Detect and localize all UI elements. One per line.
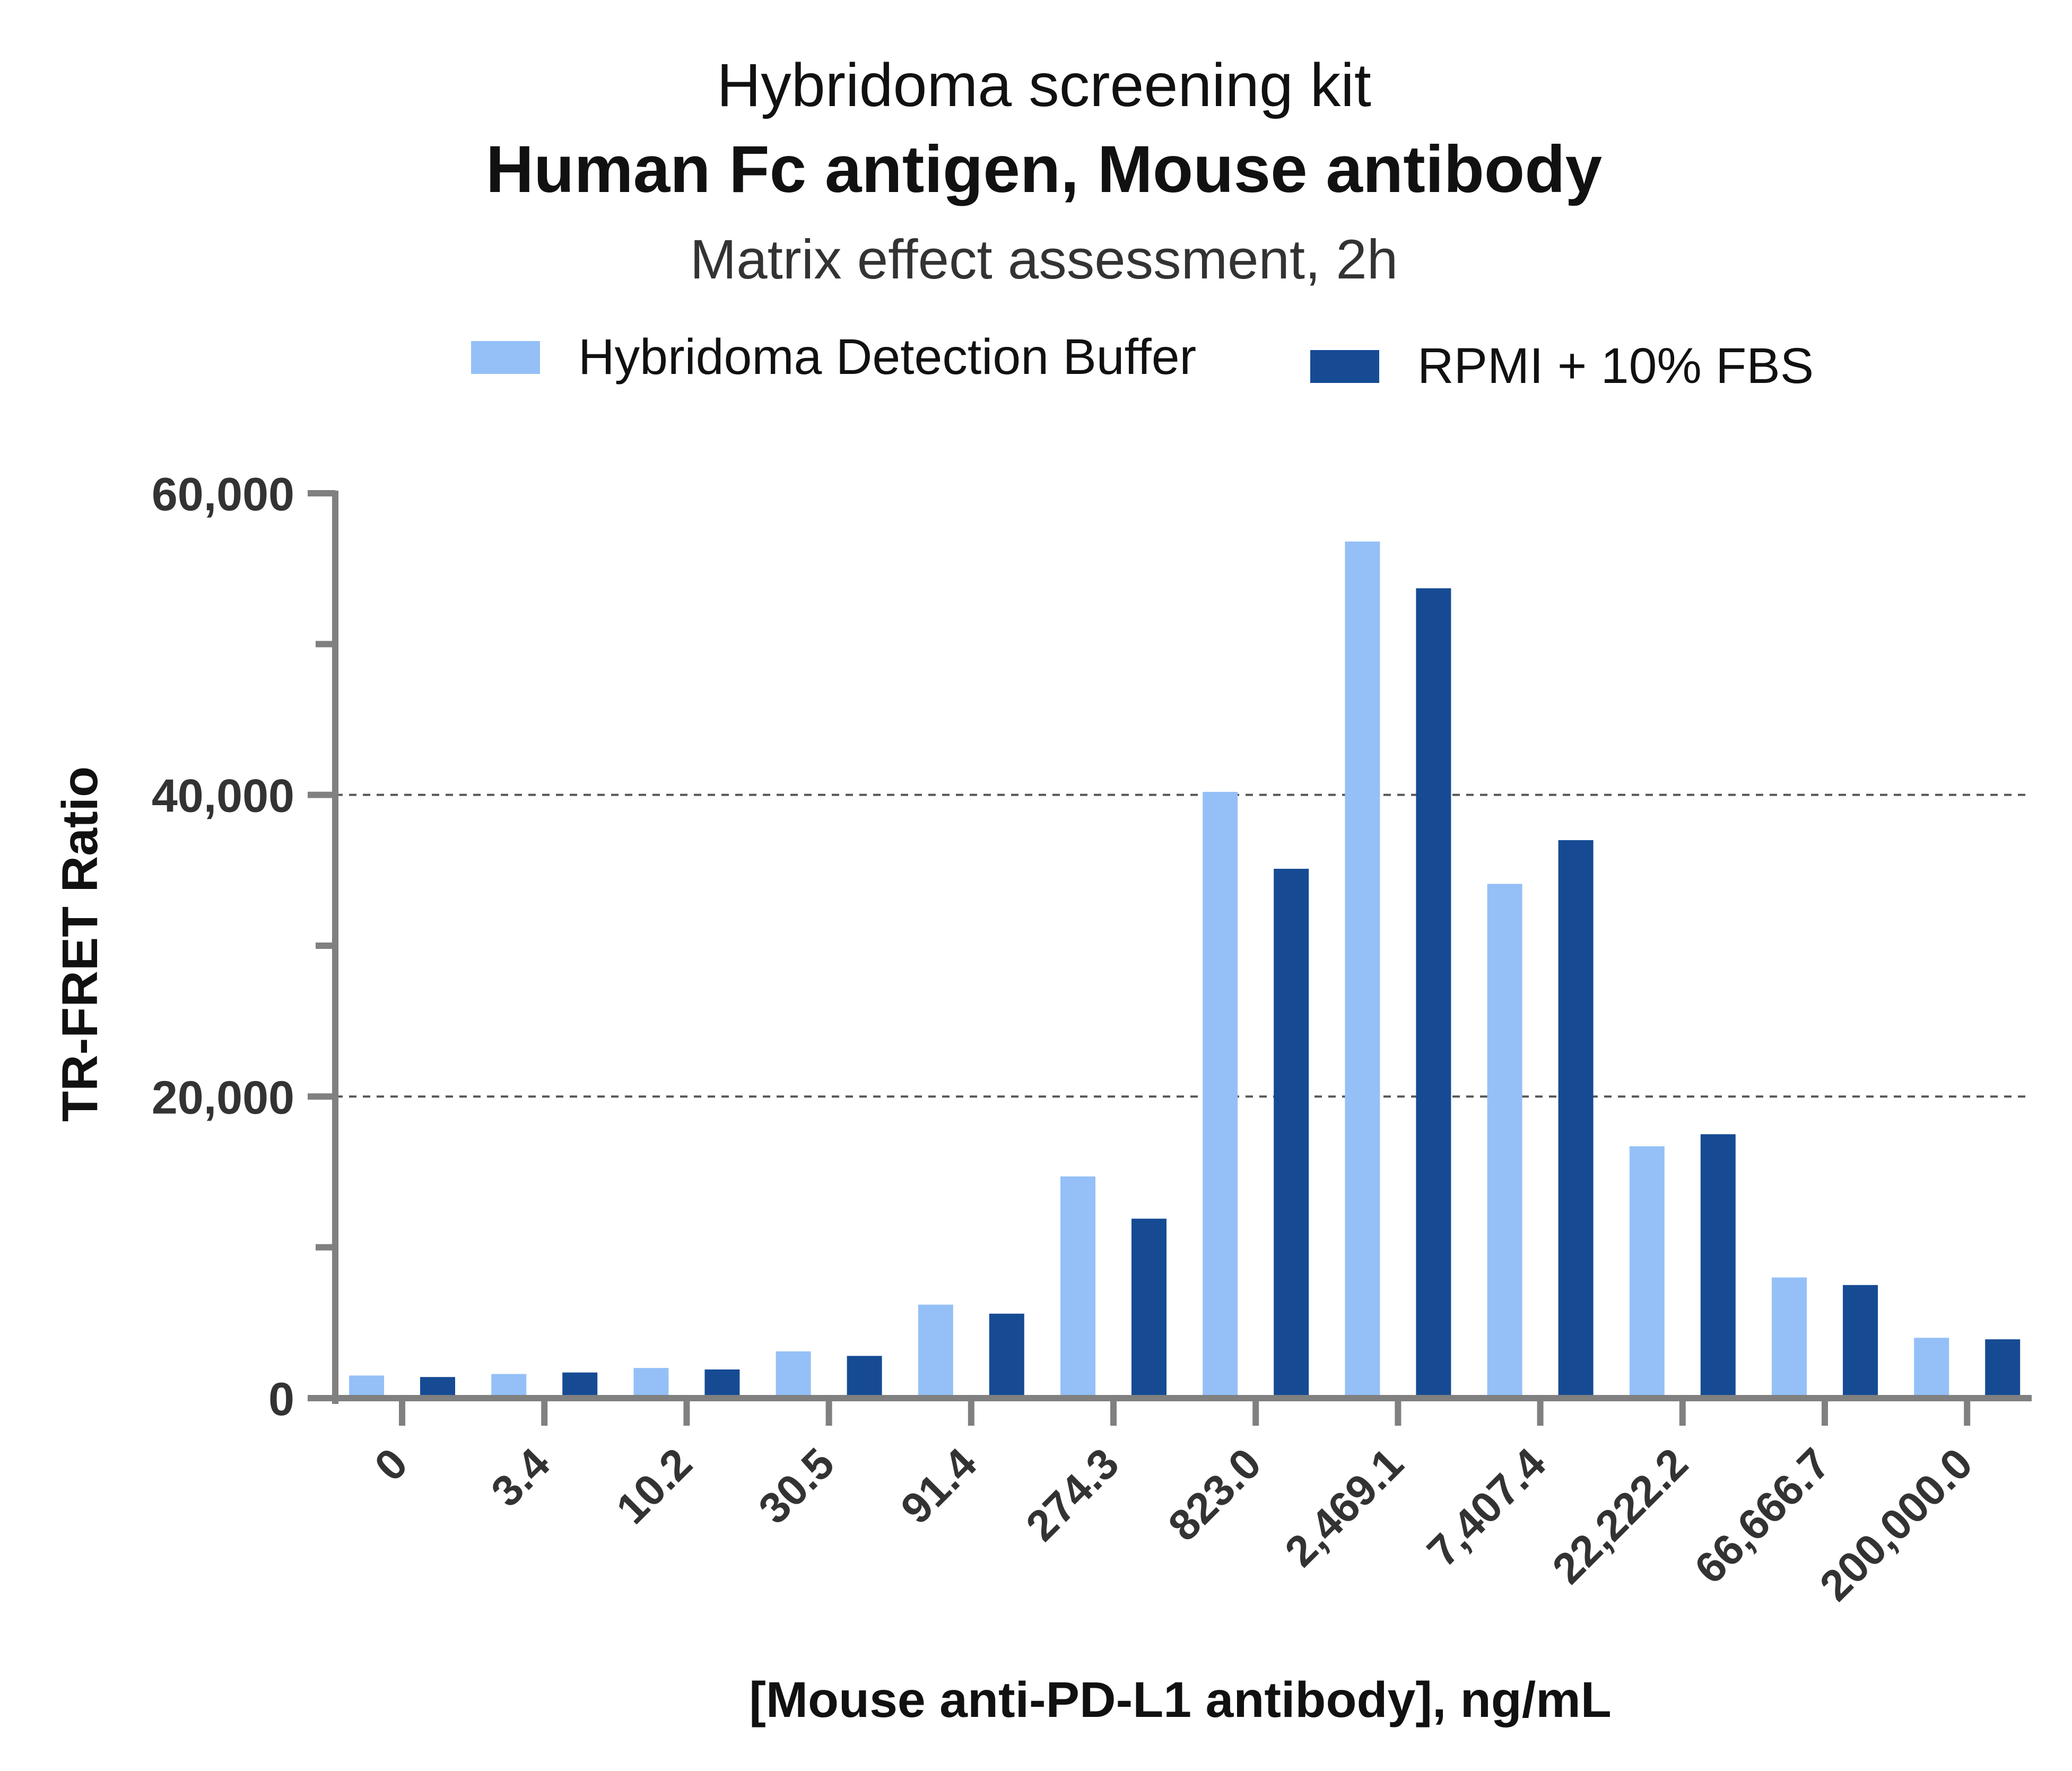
bar-series-0-7	[1345, 541, 1380, 1398]
bar-series-1-2	[704, 1369, 740, 1398]
bar-series-0-10	[1772, 1277, 1807, 1398]
y-tick-label-1: 20,000	[152, 1071, 294, 1123]
bar-series-1-9	[1700, 1134, 1736, 1398]
y-tick-label-2: 40,000	[152, 770, 294, 822]
bar-series-1-1	[562, 1372, 598, 1398]
chart-subtitle-secondary: Matrix effect assessment, 2h	[690, 229, 1398, 291]
y-ticks: 0 20,000 40,000 60,000	[152, 468, 335, 1425]
legend-swatch-series-1	[1310, 350, 1379, 383]
chart-subtitle: Human Fc antigen, Mouse antibody	[486, 133, 1602, 206]
x-tick-label-1: 3.4	[482, 1439, 559, 1516]
x-tick-label-6: 823.0	[1159, 1439, 1270, 1550]
x-tick-label-7: 2,469.1	[1276, 1439, 1413, 1576]
legend-swatch-series-0	[471, 341, 540, 374]
gridlines	[335, 793, 2032, 1098]
bar-series-1-5	[1131, 1218, 1166, 1398]
y-tick-label-0: 0	[268, 1373, 294, 1425]
bar-series-1-4	[989, 1313, 1024, 1398]
legend: Hybridoma Detection Buffer RPMI + 10% FB…	[471, 329, 1814, 394]
bar-series-1-0	[420, 1377, 455, 1398]
x-tick-label-9: 22,222.2	[1543, 1439, 1697, 1593]
x-tick-label-3: 30.5	[750, 1439, 843, 1533]
x-tick-label-4: 91.4	[892, 1439, 986, 1533]
bar-series-0-6	[1203, 791, 1238, 1398]
bar-series-1-11	[1985, 1339, 2021, 1398]
legend-label-series-0: Hybridoma Detection Buffer	[578, 329, 1196, 385]
bar-series-1-7	[1416, 588, 1451, 1398]
bar-series-0-2	[633, 1368, 669, 1398]
axes	[308, 491, 2032, 1404]
chart-title: Hybridoma screening kit	[717, 51, 1371, 119]
y-tick-label-3: 60,000	[152, 468, 294, 520]
x-tick-label-11: 200,000.0	[1811, 1439, 1982, 1610]
x-axis-label: [Mouse anti-PD-L1 antibody], ng/mL	[749, 1672, 1611, 1728]
x-tick-label-2: 10.2	[607, 1439, 701, 1533]
x-tick-label-5: 274.3	[1017, 1439, 1128, 1550]
x-tick-label-0: 0	[365, 1439, 417, 1490]
x-ticks: 0 3.4 10.2 30.5 91.4 274.3 823.0 2,469.1 7,407.4…	[365, 1398, 1982, 1610]
bar-series-1-8	[1558, 840, 1594, 1398]
bar-series-0-4	[918, 1304, 953, 1398]
bar-series-0-5	[1060, 1176, 1095, 1398]
x-tick-label-8: 7,407.4	[1418, 1439, 1555, 1576]
bar-series-0-11	[1914, 1338, 1949, 1398]
bar-series-0-3	[776, 1351, 811, 1398]
bar-series-0-8	[1487, 884, 1522, 1398]
bar-series-1-3	[847, 1356, 882, 1398]
legend-label-series-1: RPMI + 10% FBS	[1417, 338, 1814, 394]
bars	[349, 541, 2021, 1398]
y-axis-label: TR-FRET Ratio	[52, 766, 108, 1122]
bar-series-0-1	[491, 1374, 527, 1398]
bar-series-1-6	[1274, 868, 1309, 1398]
bar-series-0-9	[1629, 1146, 1665, 1398]
bar-series-0-0	[349, 1375, 384, 1398]
bar-series-1-10	[1843, 1285, 1878, 1398]
